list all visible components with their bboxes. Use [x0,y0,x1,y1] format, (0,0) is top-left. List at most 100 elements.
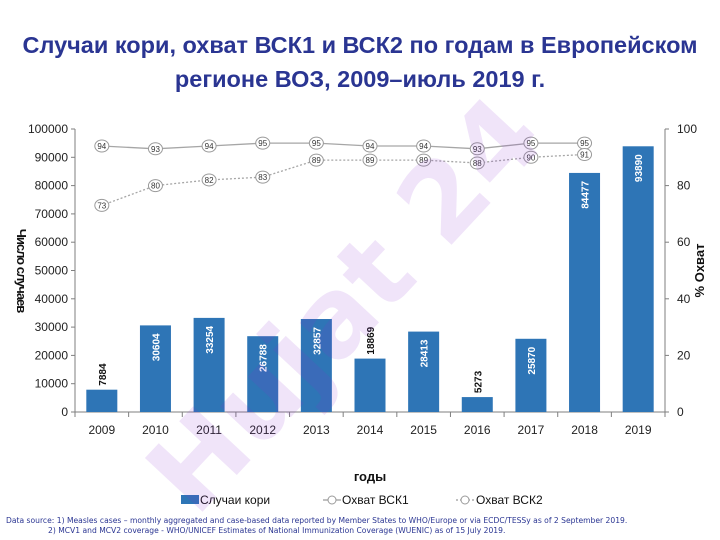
y-tick-label: 10000 [35,377,69,391]
x-tick-label: 2017 [518,423,545,437]
watermark: Hujat 24 [123,74,567,537]
x-tick-label: 2009 [88,423,115,437]
y-tick-label: 60000 [35,235,69,249]
x-tick-label: 2010 [142,423,169,437]
bar-data-label: 5273 [473,370,484,393]
y-tick-label: 20000 [35,348,69,362]
bar-data-label: 33254 [205,325,216,353]
bar-data-label: 30604 [151,333,162,361]
point-mcv1 [469,142,485,156]
point-label: 93 [473,145,482,154]
point-mcv1 [94,139,110,153]
y-tick-label: 40000 [35,292,69,306]
bar-cases-2010 [139,325,171,412]
bar-cases-2012 [247,336,279,412]
x-tick-label: 2013 [303,423,330,437]
bar-cases-2016 [461,397,493,412]
x-tick-label: 2014 [357,423,384,437]
point-label: 89 [366,156,375,165]
point-mcv1 [362,139,378,153]
y2-axis-title: % Охват [692,244,707,298]
point-label: 88 [473,159,482,168]
chart-title-line2: регионе ВОЗ, 2009–июль 2019 г. [174,66,546,92]
x-tick-label: 2019 [625,423,652,437]
bar-data-label: 26788 [259,344,270,372]
line-mcv1 [101,142,585,150]
chart-title: Случаи кори, охват ВСК1 и ВСК2 по годам … [0,28,720,96]
data-source-note: Data source: 1) Measles cases – monthly … [6,516,627,536]
point-mcv2 [94,198,110,212]
point-label: 89 [419,156,428,165]
y-axis-title: Число случаев [14,229,29,314]
point-mcv2 [362,153,378,167]
point-label: 95 [258,139,267,148]
point-label: 94 [366,142,375,151]
y2-tick-label: 40 [677,292,691,306]
bar-data-label: 93890 [634,154,645,182]
point-label: 89 [312,156,321,165]
y-tick-label: 50000 [35,264,69,278]
legend-marker-mcv2 [460,495,470,505]
y-tick-label: 80000 [35,179,69,193]
x-tick-label: 2015 [410,423,437,437]
bar-data-label: 28413 [420,339,431,367]
legend-label-cases: Случаи кори [200,493,270,507]
point-label: 91 [580,150,589,159]
chart-title-line1: Случаи кори, охват ВСК1 и ВСК2 по годам … [22,32,698,58]
x-tick-label: 2012 [249,423,276,437]
point-mcv1 [523,136,539,150]
bar-data-label: 25870 [527,346,538,374]
bar-cases-2015 [408,331,440,412]
bar-data-label: 18869 [366,326,377,354]
x-tick-label: 2016 [464,423,491,437]
x-tick-label: 2018 [571,423,598,437]
bar-cases-2017 [515,338,547,412]
point-label: 90 [526,153,535,162]
point-mcv1 [255,136,271,150]
point-mcv2 [523,150,539,164]
y2-tick-label: 0 [677,405,684,419]
y-tick-label: 30000 [35,320,69,334]
legend-swatch-cases [181,495,199,504]
point-mcv1 [416,139,432,153]
bar-data-label: 7884 [98,363,109,386]
point-mcv2 [308,153,324,167]
point-label: 73 [97,201,106,210]
point-mcv1 [147,142,163,156]
line-mcv2 [101,153,585,207]
point-mcv2 [201,173,217,187]
point-mcv1 [201,139,217,153]
bar-data-label: 32857 [312,327,323,355]
bar-data-label: 84477 [581,180,592,208]
y-tick-label: 0 [61,405,68,419]
bar-cases-2018 [569,172,601,412]
y2-tick-label: 80 [677,179,691,193]
point-mcv2 [255,170,271,184]
point-label: 80 [151,182,160,191]
point-mcv2 [469,156,485,170]
point-label: 95 [580,139,589,148]
x-tick-label: 2011 [196,423,222,437]
y2-tick-label: 20 [677,348,691,362]
data-source-line2: 2) MCV1 and MCV2 coverage - WHO/UNICEF E… [48,526,506,535]
point-mcv2 [577,147,593,161]
point-label: 83 [258,173,267,182]
point-label: 82 [205,176,214,185]
y2-tick-label: 100 [677,122,697,136]
point-label: 94 [205,142,214,151]
legend-label-mcv1: Охват ВСК1 [342,493,409,507]
point-mcv2 [416,153,432,167]
legend-marker-mcv1 [327,495,337,505]
point-mcv1 [308,136,324,150]
y-tick-label: 70000 [35,207,69,221]
bar-cases-2014 [354,358,386,412]
data-source-line1: Data source: 1) Measles cases – monthly … [6,516,628,525]
y-tick-label: 90000 [35,150,69,164]
legend-label-mcv2: Охват ВСК2 [476,493,543,507]
point-label: 95 [312,139,321,148]
bar-cases-2011 [193,317,225,412]
y-tick-label: 100000 [28,122,68,136]
bar-cases-2009 [86,389,118,412]
bar-cases-2019 [622,146,654,412]
